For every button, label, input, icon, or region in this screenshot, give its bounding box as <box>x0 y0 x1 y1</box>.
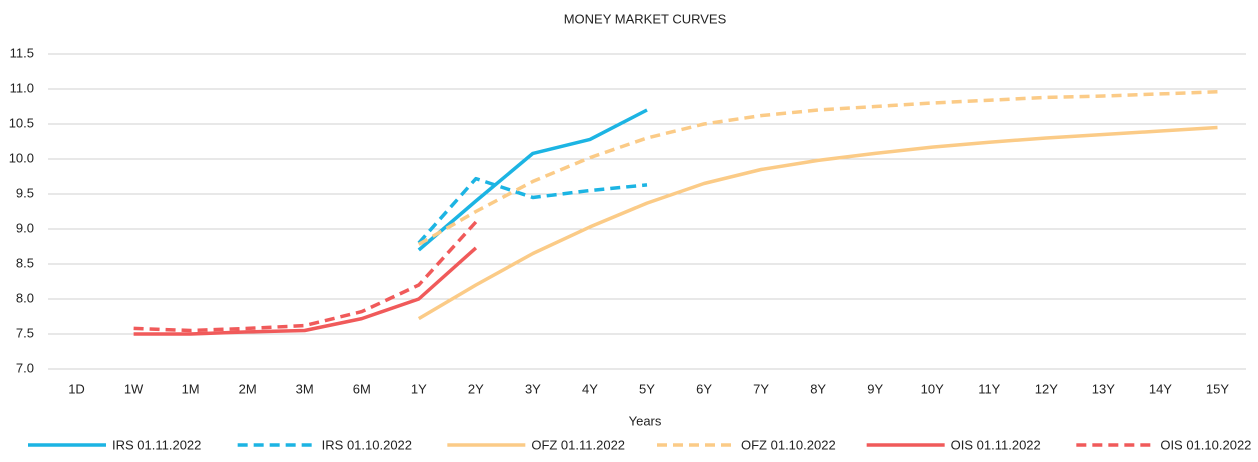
x-tick-label: 1W <box>124 381 144 396</box>
x-tick-label: 1M <box>182 381 200 396</box>
y-tick-label: 11.5 <box>10 45 34 60</box>
legend-label: OIS 01.11.2022 <box>951 437 1041 452</box>
y-tick-label: 8.5 <box>16 255 34 270</box>
x-tick-label: 1Y <box>411 381 427 396</box>
legend-label: OFZ 01.10.2022 <box>741 437 836 452</box>
y-tick-label: 10.0 <box>9 150 34 165</box>
x-tick-label: 7Y <box>753 381 769 396</box>
x-tick-label: 13Y <box>1092 381 1115 396</box>
x-tick-label: 10Y <box>921 381 944 396</box>
x-tick-label: 2M <box>239 381 257 396</box>
series-line <box>417 90 1218 246</box>
x-tick-label: 14Y <box>1149 381 1172 396</box>
x-tick-label: 15Y <box>1206 381 1229 396</box>
x-tick-label: 11Y <box>978 381 1000 396</box>
legend-label: OIS 01.10.2022 <box>1160 437 1251 452</box>
x-tick-label: 6Y <box>696 381 712 396</box>
x-tick-label: 4Y <box>582 381 598 396</box>
y-tick-label: 10.5 <box>9 115 34 130</box>
legend-label: IRS 01.10.2022 <box>322 437 412 452</box>
series-line <box>417 108 648 252</box>
y-tick-label: 9.0 <box>16 220 34 235</box>
x-tick-label: 2Y <box>468 381 484 396</box>
y-tick-label: 7.0 <box>16 360 34 375</box>
y-tick-label: 8.0 <box>16 290 34 305</box>
chart-title: MONEY MARKET CURVES <box>564 11 727 26</box>
legend-label: IRS 01.11.2022 <box>112 437 201 452</box>
y-tick-label: 11.0 <box>10 80 34 95</box>
x-tick-label: 8Y <box>810 381 826 396</box>
x-tick-label: 6M <box>353 381 371 396</box>
x-tick-label: 12Y <box>1035 381 1058 396</box>
x-tick-label: 3Y <box>525 381 541 396</box>
series-line <box>133 246 478 336</box>
x-tick-label: 5Y <box>639 381 655 396</box>
series-line <box>133 220 478 333</box>
y-tick-label: 7.5 <box>16 325 34 340</box>
x-tick-label: 1D <box>68 381 85 396</box>
series-line <box>417 125 1218 321</box>
x-tick-label: 3M <box>296 381 314 396</box>
x-axis-label: Years <box>629 413 662 428</box>
y-tick-label: 9.5 <box>16 185 34 200</box>
legend-label: OFZ 01.11.2022 <box>531 437 625 452</box>
series-line <box>417 176 648 245</box>
x-tick-label: 9Y <box>867 381 883 396</box>
